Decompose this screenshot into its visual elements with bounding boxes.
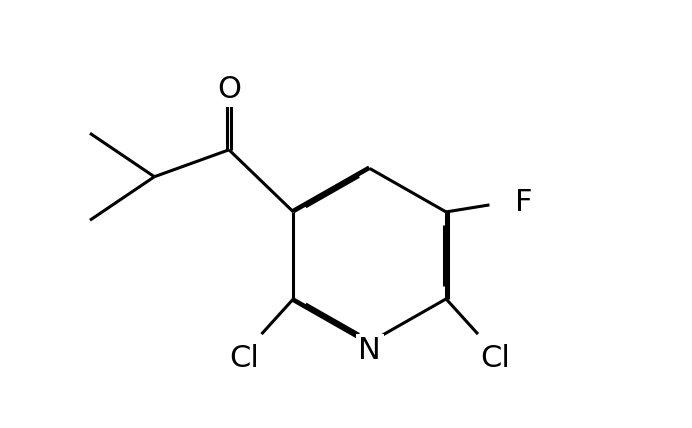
Text: N: N: [358, 336, 381, 365]
Text: Cl: Cl: [229, 344, 259, 373]
Text: Cl: Cl: [481, 344, 511, 373]
Text: F: F: [515, 188, 532, 217]
Text: O: O: [217, 75, 241, 104]
